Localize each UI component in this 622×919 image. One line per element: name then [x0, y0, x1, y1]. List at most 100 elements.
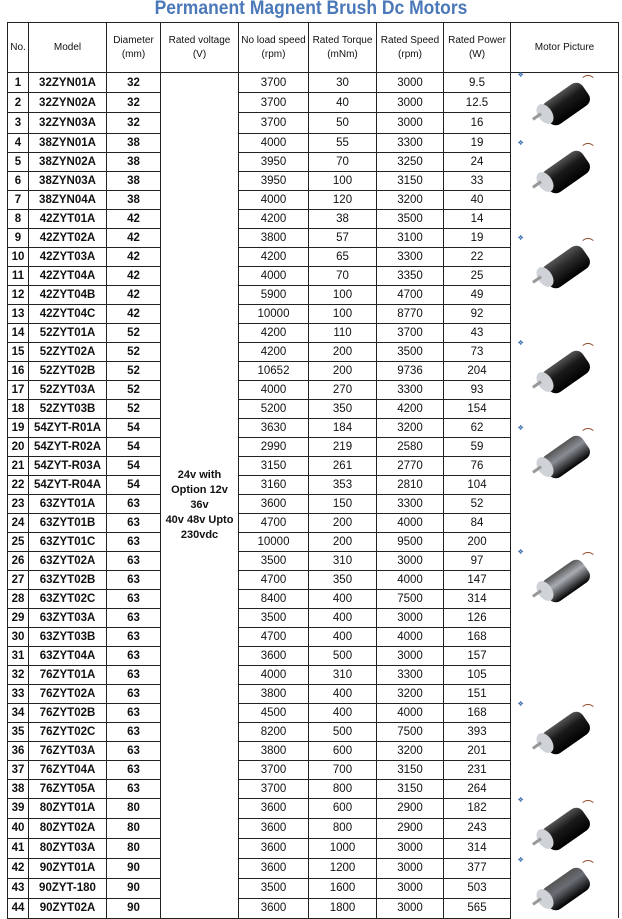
cell-rated-speed: 9736	[376, 360, 444, 381]
cell-model: 63ZYT02C	[28, 588, 107, 609]
wire-icon	[579, 143, 596, 159]
cell-rated-torque: 270	[308, 379, 377, 400]
cell-rated-speed: 3000	[376, 607, 444, 628]
table-row: 43 90ZYT-180 90 3500 1600 3000 503	[7, 877, 619, 899]
cell-model: 54ZYT-R01A	[28, 417, 107, 438]
cell-rated-power: 393	[443, 721, 511, 742]
cell-diameter: 38	[106, 151, 161, 172]
cell-rated-torque: 50	[308, 112, 377, 134]
table-row: 6 38ZYN03A 38 3950 100 3150 33	[7, 170, 619, 191]
cell-no: 31	[7, 645, 29, 666]
cell-rated-speed: 3200	[376, 683, 444, 704]
header-model-line: Model	[53, 41, 82, 53]
table-row: 9 42ZYT02A 42 3800 57 3100 19	[7, 227, 619, 248]
table-row: 23 63ZYT01A 63 3600 150 3300 52 ❖	[7, 493, 619, 665]
cell-model: 90ZYT01A	[28, 857, 107, 879]
cell-no-load-speed: 3950	[238, 151, 309, 172]
table-row: 34 76ZYT02B 63 4500 400 4000 168	[7, 702, 619, 723]
header-rated-speed: Rated Speed (rpm)	[376, 22, 444, 73]
cell-rated-torque: 800	[308, 778, 377, 799]
header-rated-torque-line: (mNm)	[327, 48, 358, 60]
table-row: 3 32ZYN03A 32 3700 50 3000 16	[7, 112, 619, 134]
motor-picture: ❖	[510, 797, 619, 858]
cell-rated-torque: 1200	[308, 857, 377, 879]
table-row: 26 63ZYT02A 63 3500 310 3000 97	[7, 550, 619, 571]
cell-no-load-speed: 3700	[238, 778, 309, 799]
cell-no: 16	[7, 360, 29, 381]
cell-no: 27	[7, 569, 29, 590]
cell-rated-power: 104	[443, 474, 511, 495]
cell-rated-power: 76	[443, 455, 511, 476]
table-row: 7 38ZYN04A 38 4000 120 3200 40	[7, 189, 619, 210]
brand-logo-icon: ❖	[517, 235, 524, 242]
table-row: 30 63ZYT03B 63 4700 400 4000 168	[7, 626, 619, 647]
cell-rated-torque: 200	[308, 360, 377, 381]
cell-model: 42ZYT04C	[28, 303, 107, 324]
cell-diameter: 42	[106, 227, 161, 248]
cell-model: 32ZYN01A	[28, 71, 107, 94]
cell-no: 15	[7, 341, 29, 362]
cell-no-load-speed: 4500	[238, 702, 309, 723]
cell-no-load-speed: 3800	[238, 740, 309, 761]
cell-rated-speed: 3300	[376, 379, 444, 400]
cell-no: 22	[7, 474, 29, 495]
cell-no: 40	[7, 817, 29, 839]
cell-rated-power: 105	[443, 664, 511, 685]
cell-no: 4	[7, 132, 29, 153]
cell-no: 37	[7, 759, 29, 780]
cell-no-load-speed: 5200	[238, 398, 309, 419]
cell-no: 8	[7, 208, 29, 229]
cell-no: 20	[7, 436, 29, 457]
motor-picture: ❖	[510, 72, 619, 133]
cell-diameter: 63	[106, 550, 161, 571]
cell-rated-torque: 219	[308, 436, 377, 457]
cell-model: 63ZYT03B	[28, 626, 107, 647]
motor-picture: ❖	[510, 133, 619, 209]
motor-image: ❖	[518, 701, 600, 762]
cell-no: 39	[7, 797, 29, 819]
cell-no-load-speed: 3630	[238, 417, 309, 438]
cell-rated-speed: 3700	[376, 322, 444, 343]
cell-no: 6	[7, 170, 29, 191]
cell-rated-power: 24	[443, 151, 511, 172]
cell-diameter: 54	[106, 417, 161, 438]
cell-rated-power: 22	[443, 246, 511, 267]
brand-logo-icon: ❖	[517, 700, 524, 708]
cell-rated-torque: 110	[308, 322, 377, 343]
cell-diameter: 80	[106, 837, 161, 859]
cell-rated-torque: 100	[308, 303, 377, 324]
cell-no: 32	[7, 664, 29, 685]
table-row: 31 63ZYT04A 63 3600 500 3000 157	[7, 645, 619, 666]
cell-rated-speed: 3200	[376, 417, 444, 438]
cell-diameter: 63	[106, 569, 161, 590]
header-row: No. Model Diameter (mm) Rated voltage (V) No l…	[7, 22, 619, 73]
cell-rated-speed: 3500	[376, 341, 444, 362]
cell-diameter: 63	[106, 778, 161, 799]
cell-rated-power: 151	[443, 683, 511, 704]
cell-rated-power: 201	[443, 740, 511, 761]
cell-model: 52ZYT01A	[28, 322, 107, 343]
wire-icon	[579, 860, 596, 876]
cell-rated-torque: 100	[308, 284, 377, 305]
table-row: 38 76ZYT05A 63 3700 800 3150 264	[7, 778, 619, 799]
cell-model: 63ZYT03A	[28, 607, 107, 628]
header-no-line: No.	[10, 41, 26, 53]
table-row: 14 52ZYT01A 52 4200 110 3700 43 ❖	[7, 322, 619, 418]
cell-rated-speed: 8770	[376, 303, 444, 324]
cell-diameter: 63	[106, 493, 161, 514]
cell-rated-torque: 600	[308, 797, 377, 819]
cell-model: 42ZYT03A	[28, 246, 107, 267]
cell-diameter: 38	[106, 132, 161, 153]
cell-model: 76ZYT02C	[28, 721, 107, 742]
cell-rated-torque: 800	[308, 817, 377, 839]
table-row: 28 63ZYT02C 63 8400 400 7500 314	[7, 588, 619, 609]
cell-model: 63ZYT04A	[28, 645, 107, 666]
cell-no: 24	[7, 512, 29, 533]
voltage-line: 40v 48v Upto	[165, 513, 234, 526]
header-rated-power-line: Rated Power	[448, 34, 506, 46]
table-row: 24 63ZYT01B 63 4700 200 4000 84	[7, 512, 619, 533]
cell-rated-torque: 400	[308, 607, 377, 628]
cell-rated-speed: 3350	[376, 265, 444, 286]
cell-rated-power: 314	[443, 588, 511, 609]
cell-rated-power: 157	[443, 645, 511, 666]
